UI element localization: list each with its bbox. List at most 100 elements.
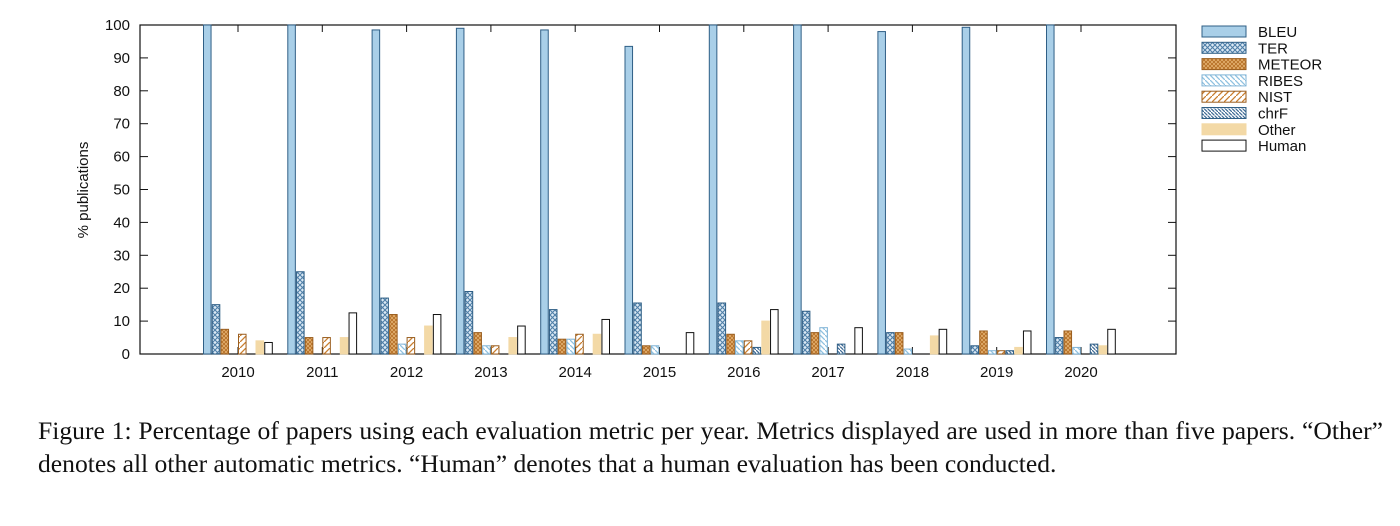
- bar-other-2020: [1098, 345, 1108, 355]
- bar-human-2010: [264, 341, 273, 355]
- x-tick-label: 2013: [474, 364, 507, 381]
- bar-meteor-2016: [726, 333, 735, 355]
- bar-bleu-2013: [455, 27, 465, 355]
- legend-swatch-other: [1201, 123, 1247, 136]
- legend-swatch-bleu: [1201, 25, 1247, 38]
- bar-bleu-2020: [1046, 24, 1055, 355]
- legend-label-ribes: RIBES: [1258, 73, 1303, 90]
- bar-meteor-2020: [1063, 330, 1073, 355]
- legend-swatch-ter: [1201, 41, 1247, 54]
- bar-nist-2010: [238, 333, 247, 355]
- bar-chrf-2020: [1089, 343, 1099, 355]
- legend-swatch-meteor: [1201, 58, 1247, 71]
- bar-ter-2016: [717, 302, 727, 355]
- bar-ribes-2017: [819, 327, 828, 355]
- legend-label-human: Human: [1258, 138, 1306, 155]
- bar-human-2013: [517, 325, 526, 355]
- y-tick-label: 40: [113, 214, 130, 231]
- y-tick-label: 60: [113, 149, 130, 166]
- bar-ter-2019: [970, 345, 980, 355]
- bar-meteor-2013: [473, 332, 482, 355]
- bar-bleu-2018: [877, 31, 886, 355]
- y-tick-label: 30: [113, 247, 130, 264]
- bar-other-2019: [1014, 346, 1023, 355]
- legend-swatch-ribes: [1201, 74, 1247, 87]
- legend-label-bleu: BLEU: [1258, 24, 1297, 41]
- bar-nist-2016: [743, 340, 753, 355]
- bar-human-2011: [348, 312, 358, 355]
- bar-bleu-2015: [624, 45, 634, 355]
- legend-label-other: Other: [1258, 122, 1296, 139]
- bar-human-2014: [601, 318, 611, 355]
- x-tick-label: 2016: [727, 364, 760, 381]
- bar-other-2011: [339, 337, 349, 355]
- bar-human-2020: [1107, 328, 1116, 355]
- y-tick-label: 80: [113, 83, 130, 100]
- bar-meteor-2015: [642, 345, 651, 355]
- y-tick-label: 100: [105, 17, 130, 34]
- bar-ribes-2018: [903, 348, 913, 355]
- axes: 0 10 20 30 40 50 60 70 80 90 100 2010 2011 2012 2013 20…: [105, 17, 1176, 381]
- legend-swatch-chrf: [1201, 107, 1247, 119]
- bar-ter-2015: [633, 302, 642, 355]
- bar-human-2012: [432, 314, 442, 355]
- bar-nist-2011: [322, 337, 331, 355]
- bar-meteor-2010: [220, 328, 230, 355]
- x-tick-label: 2020: [1064, 364, 1097, 381]
- x-tick-label: 2017: [811, 364, 844, 381]
- bar-chart: 0 10 20 30 40 50 60 70 80 90 100 2010 2011 2012 2013 20…: [75, 17, 1322, 381]
- legend-label-chrf: chrF: [1258, 106, 1288, 123]
- legend-label-nist: NIST: [1258, 89, 1292, 106]
- bar-ter-2018: [886, 332, 895, 355]
- bar-ribes-2020: [1072, 346, 1081, 355]
- bar-ribes-2019: [987, 350, 997, 355]
- bar-bleu-2012: [371, 29, 381, 355]
- bar-ter-2014: [548, 309, 558, 355]
- x-tick-label: 2018: [896, 364, 929, 381]
- bar-nist-2012: [406, 337, 416, 355]
- bar-ter-2011: [296, 271, 305, 355]
- bar-human-2017: [854, 327, 863, 355]
- bar-bleu-2016: [708, 24, 718, 355]
- bar-human-2015: [685, 332, 695, 355]
- bar-meteor-2012: [389, 314, 398, 355]
- bar-other-2010: [255, 340, 265, 355]
- bar-nist-2014: [575, 333, 584, 355]
- bar-nist-2013: [490, 345, 500, 355]
- bar-meteor-2017: [810, 332, 820, 355]
- x-tick-label: 2019: [980, 364, 1013, 381]
- y-axis-label: % publications: [75, 142, 92, 239]
- bar-other-2012: [424, 325, 433, 355]
- bar-chrf-2016: [752, 346, 762, 355]
- bar-other-2014: [592, 333, 602, 355]
- bar-ter-2020: [1054, 337, 1064, 355]
- legend-label-ter: TER: [1258, 40, 1288, 57]
- bar-ter-2013: [464, 290, 474, 355]
- bar-human-2016: [770, 309, 779, 355]
- bar-ribes-2015: [650, 345, 660, 355]
- x-tick-label: 2014: [559, 364, 592, 381]
- bar-chrf-2017: [836, 343, 846, 355]
- bars: [203, 24, 1116, 355]
- bar-ter-2012: [380, 297, 389, 355]
- y-tick-label: 50: [113, 182, 130, 199]
- x-tick-label: 2011: [306, 364, 338, 381]
- bar-bleu-2019: [961, 26, 971, 355]
- legend-label-meteor: METEOR: [1258, 57, 1322, 74]
- y-tick-label: 0: [122, 346, 130, 363]
- bar-ribes-2012: [397, 343, 407, 355]
- x-tick-label: 2010: [221, 364, 254, 381]
- y-tick-label: 20: [113, 280, 130, 297]
- bar-ribes-2014: [566, 338, 576, 355]
- bar-bleu-2014: [540, 29, 549, 355]
- legend-swatch-human: [1201, 139, 1247, 152]
- bar-meteor-2019: [979, 330, 988, 355]
- y-tick-label: 10: [113, 313, 130, 330]
- bar-other-2016: [761, 320, 770, 355]
- bar-other-2013: [508, 337, 517, 355]
- figure-caption: Figure 1: Percentage of papers using eac…: [38, 416, 1383, 478]
- bar-ter-2017: [801, 310, 811, 355]
- bar-chrf-2019: [1005, 350, 1015, 355]
- x-tick-label: 2012: [390, 364, 423, 381]
